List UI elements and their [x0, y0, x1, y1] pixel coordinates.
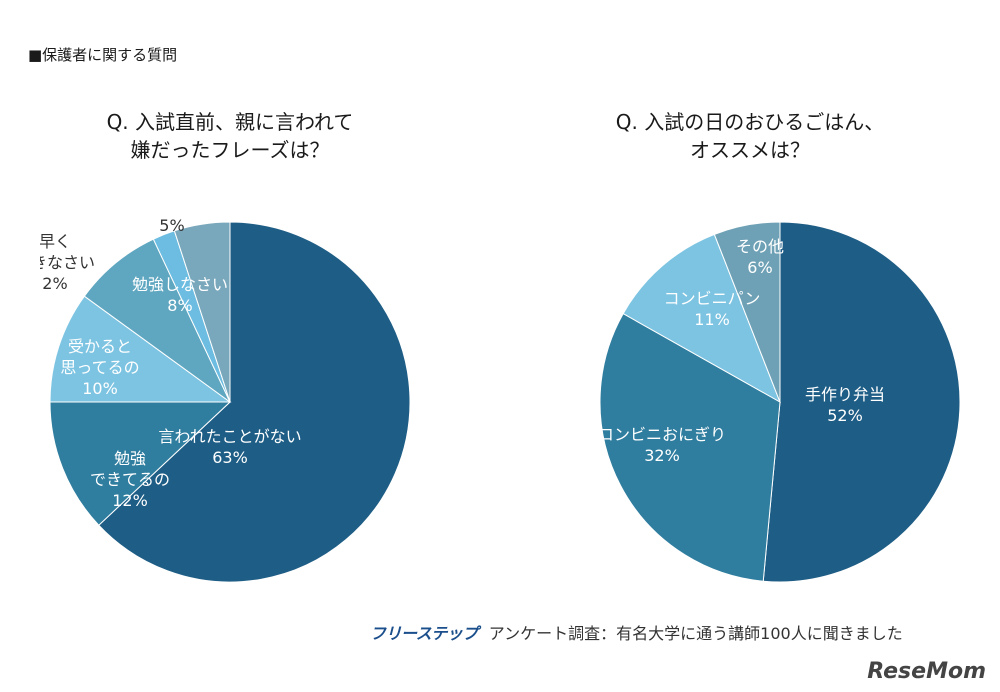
phrases-value-label-2: 10% [82, 379, 118, 398]
phrases-slice-label-2: 受かると [68, 337, 132, 356]
chart1-question: Q. 入試直前、親に言われて 嫌だったフレーズは？ [40, 108, 420, 164]
phrases-slice-label-4: 早く [40, 232, 71, 251]
lunch-slice-label-2: コンビニパン [664, 289, 761, 308]
brand-logo: フリーステップ [370, 624, 478, 643]
lunch-value-label-0: 52% [827, 406, 863, 425]
resemom-logo: ReseMom [867, 659, 986, 684]
section-title: ■保護者に関する質問 [28, 46, 178, 64]
phrases-slice-label-5: その他 [148, 212, 196, 214]
lunch-slice-label-0: 手作り弁当 [805, 385, 885, 404]
phrases-value-label-5: 5% [159, 216, 184, 235]
lunch-slice-label-3: その他 [736, 237, 784, 256]
lunch-slice-0 [762, 221, 961, 583]
chart2-question-line2: オススメは？ [690, 138, 810, 162]
footer: フリーステップ アンケート調査：有名大学に通う講師100人に聞きました [370, 620, 903, 644]
chart2-question-line1: Q. 入試の日のおひるごはん、 [615, 110, 885, 134]
phrases-value-label-0: 63% [212, 448, 248, 467]
chart2-question: Q. 入試の日のおひるごはん、 オススメは？ [600, 108, 900, 164]
phrases-slice-2 [49, 295, 232, 403]
chart1-question-line1: Q. 入試直前、親に言われて [106, 110, 354, 134]
phrases-slice-label-3: 勉強しなさい [132, 275, 228, 294]
lunch-slice-3 [713, 221, 781, 403]
phrases-slice-label-1: できてるの [90, 470, 170, 489]
phrases-value-label-1: 12% [112, 491, 148, 510]
phrases-slice-0 [98, 221, 411, 583]
lunch-slice-1 [599, 312, 781, 582]
survey-caption: アンケート調査：有名大学に通う講師100人に聞きました [488, 624, 903, 643]
phrases-slice-label-2: 思ってるの [60, 358, 139, 377]
pie-chart-lunch: 手作り弁当 52% コンビニおにぎり 32% コンビニパン 11% その他 6% [598, 221, 961, 583]
lunch-value-label-1: 32% [644, 446, 680, 465]
phrases-slice-label-0: 言われたことがない [158, 427, 301, 446]
phrases-value-label-4: 2% [42, 274, 67, 293]
phrases-slice-label-1: 勉強 [114, 449, 146, 468]
phrases-slice-label-4: 起きなさい [40, 253, 95, 272]
phrases-value-label-3: 8% [167, 296, 192, 315]
lunch-value-label-2: 11% [694, 310, 730, 329]
lunch-slice-label-1: コンビニおにぎり [598, 425, 726, 444]
phrases-slice-3 [83, 238, 231, 403]
phrases-slice-5 [173, 221, 231, 403]
chart1-question-line2: 嫌だったフレーズは？ [130, 138, 330, 162]
lunch-value-label-3: 6% [747, 258, 772, 277]
lunch-slice-2 [622, 233, 781, 404]
phrases-slice-1 [49, 401, 232, 526]
